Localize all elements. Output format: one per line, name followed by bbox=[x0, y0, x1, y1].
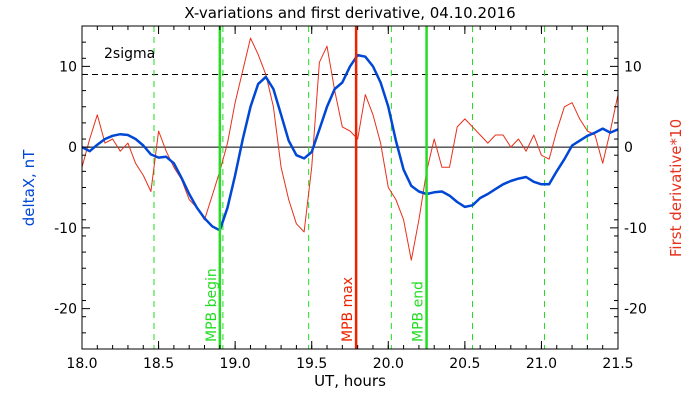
sigma-label: 2sigma bbox=[104, 46, 155, 62]
x-tick-label: 21.0 bbox=[526, 356, 557, 372]
x-tick-label: 19.0 bbox=[220, 356, 251, 372]
plot-lines: MPB begin MPB max MPB end bbox=[81, 26, 619, 349]
chart-title: X-variations and first derivative, 04.10… bbox=[184, 4, 515, 22]
y-axis-left-ticks: -20 -10 0 10 bbox=[54, 25, 90, 350]
marker-label-1: MPB max bbox=[340, 277, 356, 342]
y-left-tick-label: 10 bbox=[59, 59, 77, 75]
y-axis-left-title: deltaX, nT bbox=[20, 149, 38, 226]
y-right-tick-label: -20 bbox=[624, 302, 647, 318]
y-right-tick-label: -10 bbox=[624, 221, 647, 237]
plot-frame bbox=[81, 25, 619, 350]
x-tick-label: 18.0 bbox=[66, 356, 97, 372]
x-tick-label: 20.5 bbox=[449, 356, 480, 372]
x-tick-label: 21.5 bbox=[602, 356, 633, 372]
x-tick-label: 18.5 bbox=[143, 356, 174, 372]
y-left-tick-label: -10 bbox=[54, 221, 77, 237]
derivative-series-line bbox=[81, 37, 619, 261]
y-left-tick-label: -20 bbox=[54, 302, 77, 318]
y-right-tick-label: 10 bbox=[624, 59, 642, 75]
marker-label-0: MPB begin bbox=[204, 268, 220, 342]
y-right-tick-label: 0 bbox=[624, 140, 633, 156]
y-axis-right-ticks: -20 -10 0 10 bbox=[610, 25, 647, 350]
x-tick-label: 20.0 bbox=[373, 356, 404, 372]
x-axis-title: UT, hours bbox=[314, 372, 386, 390]
y-axis-right-title: First derivative*10 bbox=[667, 119, 685, 257]
x-axis-ticks: 18.0 18.5 19.0 19.5 20.0 20.5 21.0 21.5 bbox=[66, 26, 634, 372]
x-tick-label: 19.5 bbox=[296, 356, 327, 372]
deltax-series-line bbox=[81, 53, 619, 232]
y-left-tick-label: 0 bbox=[68, 140, 77, 156]
marker-label-2: MPB end bbox=[411, 281, 427, 342]
